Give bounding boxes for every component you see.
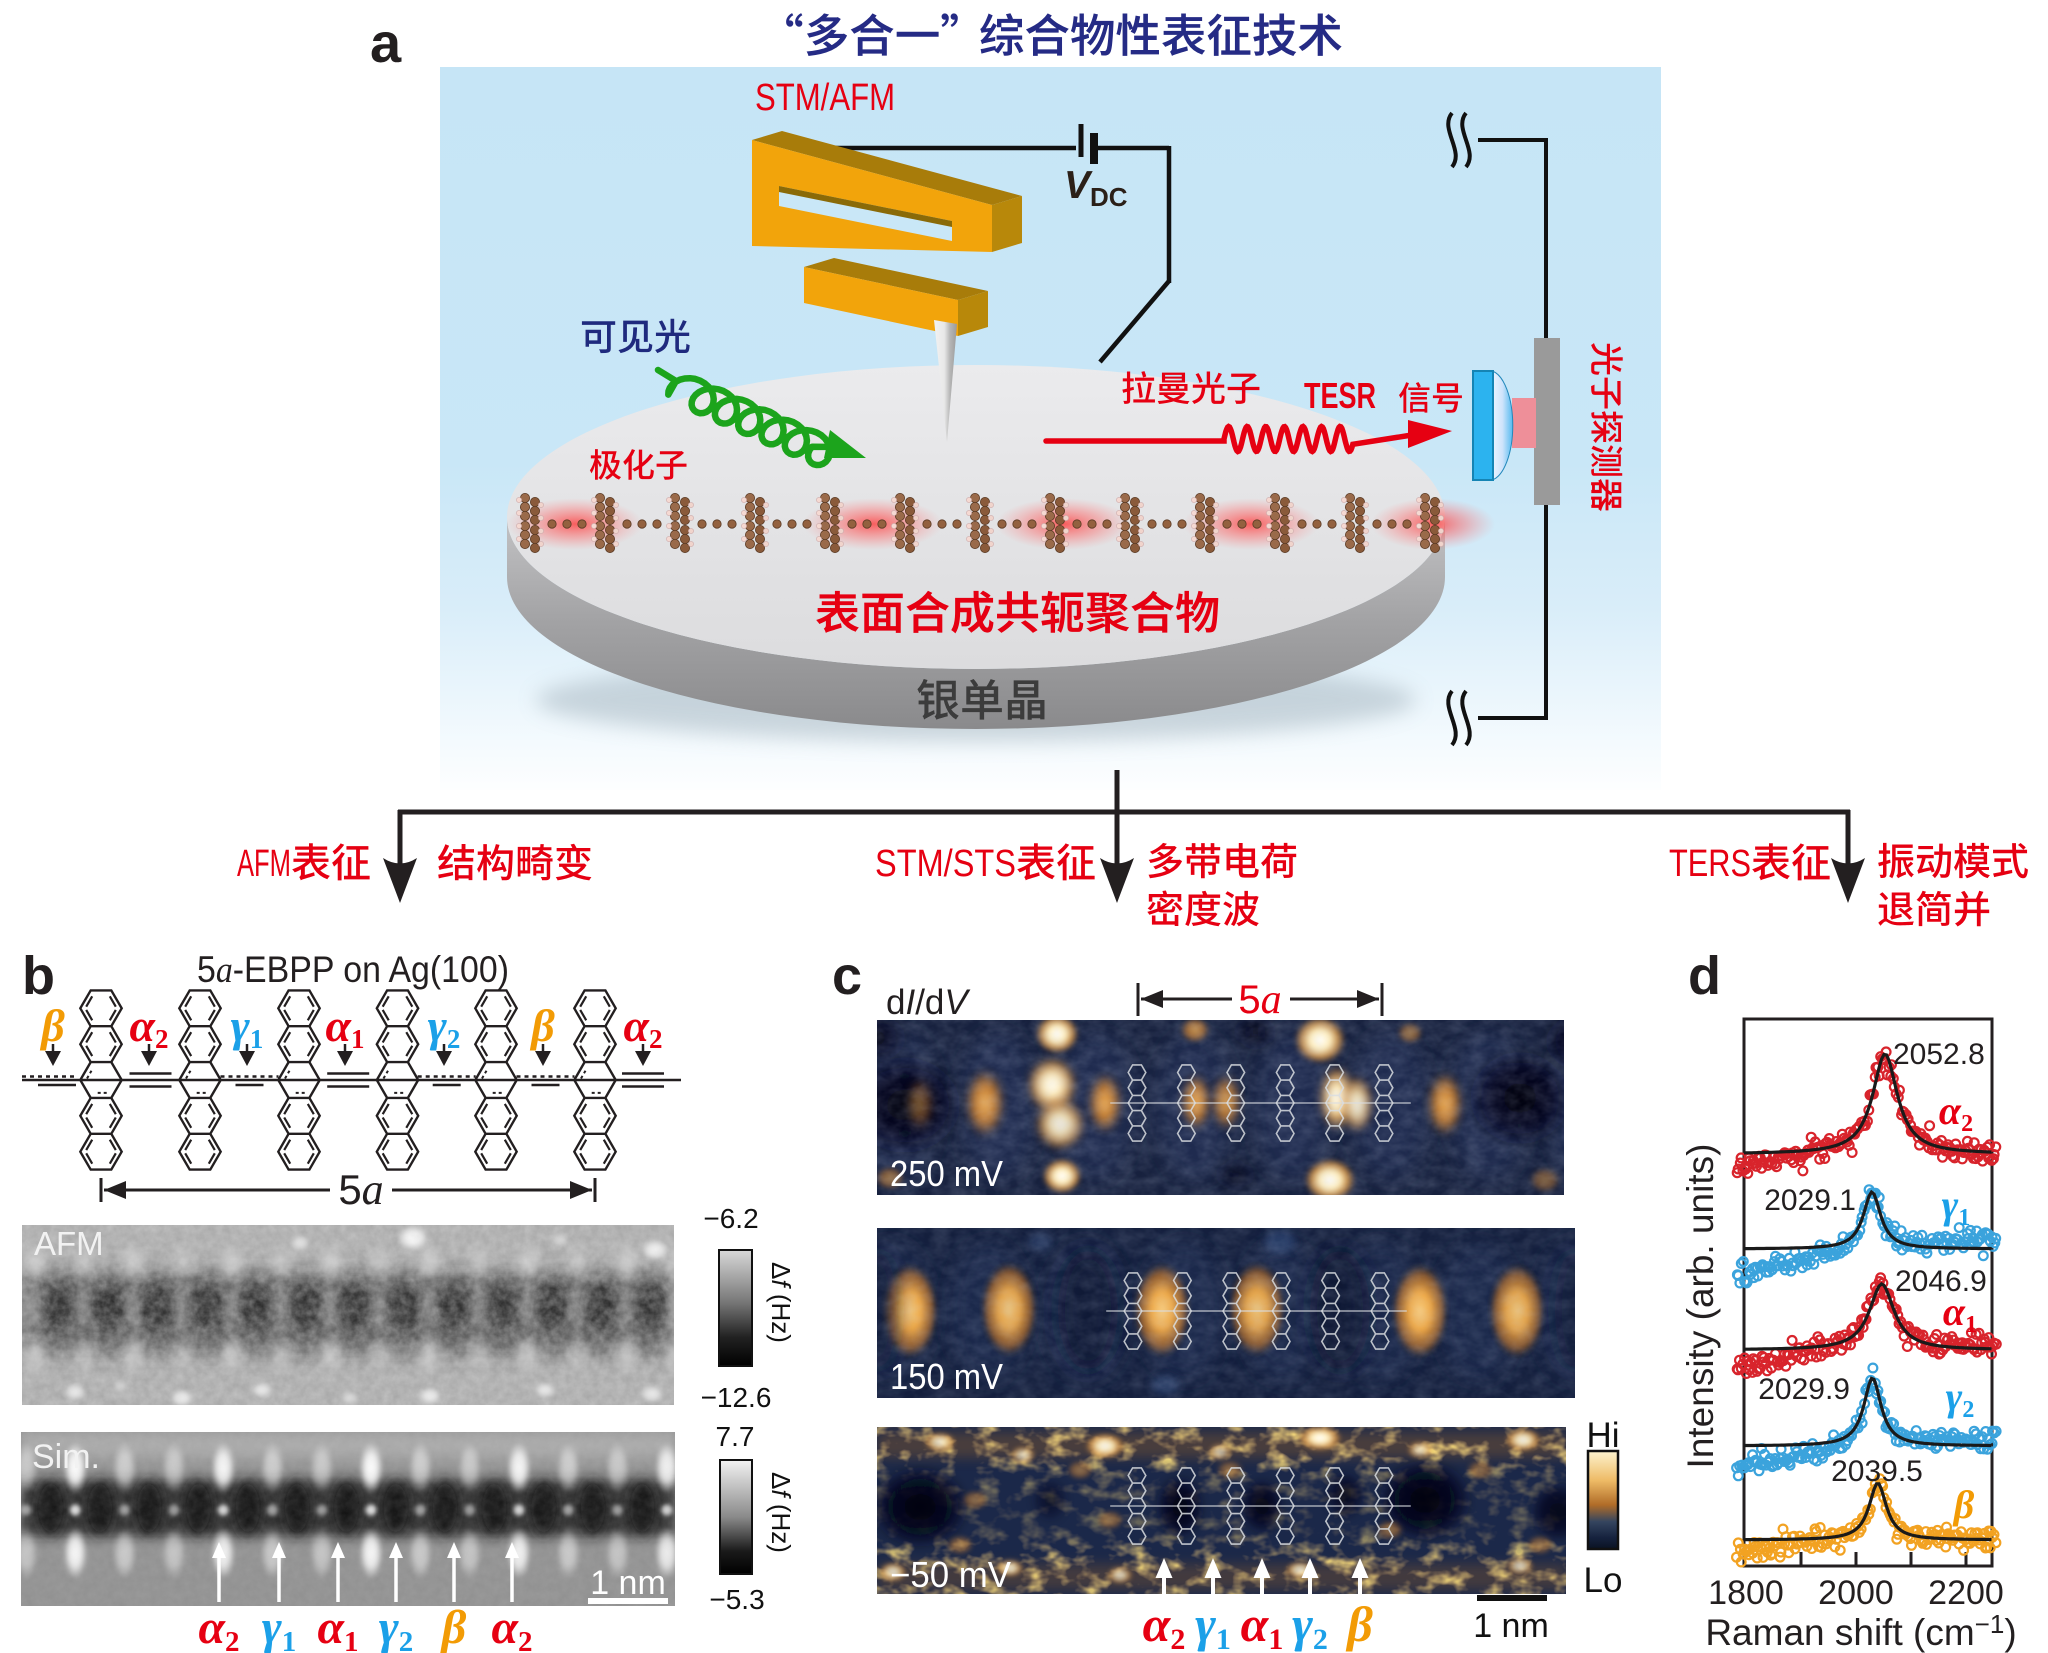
svg-text:γ1: γ1 [1942, 1182, 1971, 1231]
svg-text:−12.6: −12.6 [701, 1382, 772, 1413]
svg-text:γ2: γ2 [379, 1601, 413, 1653]
svg-text:Intensity (arb. units): Intensity (arb. units) [1680, 1144, 1721, 1469]
svg-text:−50 mV: −50 mV [890, 1554, 1011, 1595]
svg-text:250 mV: 250 mV [890, 1153, 1003, 1194]
svg-text:β: β [440, 1601, 467, 1653]
svg-text:AFM: AFM [34, 1225, 104, 1262]
svg-text:−5.3: −5.3 [709, 1584, 764, 1615]
svg-text:α1: α1 [1241, 1596, 1284, 1653]
svg-text:γ1: γ1 [1195, 1596, 1231, 1653]
svg-text:Raman shift (cm−1): Raman shift (cm−1) [1705, 1609, 2016, 1653]
svg-text:2029.9: 2029.9 [1758, 1373, 1850, 1406]
svg-text:Hi: Hi [1586, 1416, 1619, 1455]
svg-text:β: β [1345, 1596, 1373, 1652]
svg-text:150 mV: 150 mV [890, 1356, 1003, 1397]
svg-text:1 nm: 1 nm [1473, 1607, 1549, 1645]
svg-text:7.7: 7.7 [716, 1421, 755, 1452]
svg-text:d: d [1688, 946, 1721, 1006]
svg-text:2000: 2000 [1818, 1574, 1894, 1612]
svg-text:2200: 2200 [1928, 1574, 2004, 1612]
svg-text:β: β [529, 1000, 555, 1051]
svg-text:Lo: Lo [1584, 1561, 1623, 1600]
svg-text:5a: 5a [338, 1165, 383, 1214]
svg-text:a: a [370, 11, 402, 74]
svg-text:β: β [1952, 1482, 1975, 1527]
svg-text:2029.1: 2029.1 [1764, 1184, 1856, 1217]
svg-text:α1: α1 [317, 1601, 358, 1653]
svg-text:5a-EBPP on Ag(100): 5a-EBPP on Ag(100) [197, 949, 509, 991]
svg-text:2039.5: 2039.5 [1831, 1455, 1923, 1488]
svg-text:Δf (Hz): Δf (Hz) [766, 1472, 796, 1553]
svg-text:α2: α2 [1143, 1596, 1186, 1653]
svg-text:β: β [39, 1000, 65, 1051]
svg-text:STM/STS: STM/STS [875, 843, 1016, 885]
svg-text:AFM: AFM [237, 843, 291, 885]
svg-text:c: c [832, 946, 862, 1006]
svg-text:TERS: TERS [1669, 843, 1751, 885]
svg-text:1 nm: 1 nm [590, 1564, 666, 1602]
svg-text:γ2: γ2 [1292, 1596, 1328, 1653]
svg-text:α2: α2 [130, 1000, 169, 1054]
svg-text:α2: α2 [1939, 1088, 1973, 1137]
svg-text:α2: α2 [198, 1601, 239, 1653]
svg-text:b: b [22, 946, 55, 1006]
svg-text:γ2: γ2 [1946, 1374, 1975, 1423]
svg-text:dI/dV: dI/dV [886, 983, 971, 1022]
svg-text:−6.2: −6.2 [703, 1203, 758, 1234]
svg-text:Sim.: Sim. [32, 1438, 100, 1476]
svg-text:α2: α2 [491, 1601, 532, 1653]
svg-text:STM/AFM: STM/AFM [755, 77, 895, 119]
svg-text:2052.8: 2052.8 [1893, 1038, 1985, 1071]
svg-text:VDC: VDC [1064, 164, 1128, 212]
svg-text:Δf (Hz): Δf (Hz) [766, 1262, 796, 1343]
svg-text:TESR: TESR [1304, 375, 1376, 416]
svg-text:2046.9: 2046.9 [1895, 1265, 1987, 1298]
svg-text:γ1: γ1 [262, 1601, 296, 1653]
svg-text:5a: 5a [1238, 977, 1281, 1023]
svg-text:1800: 1800 [1708, 1574, 1784, 1612]
